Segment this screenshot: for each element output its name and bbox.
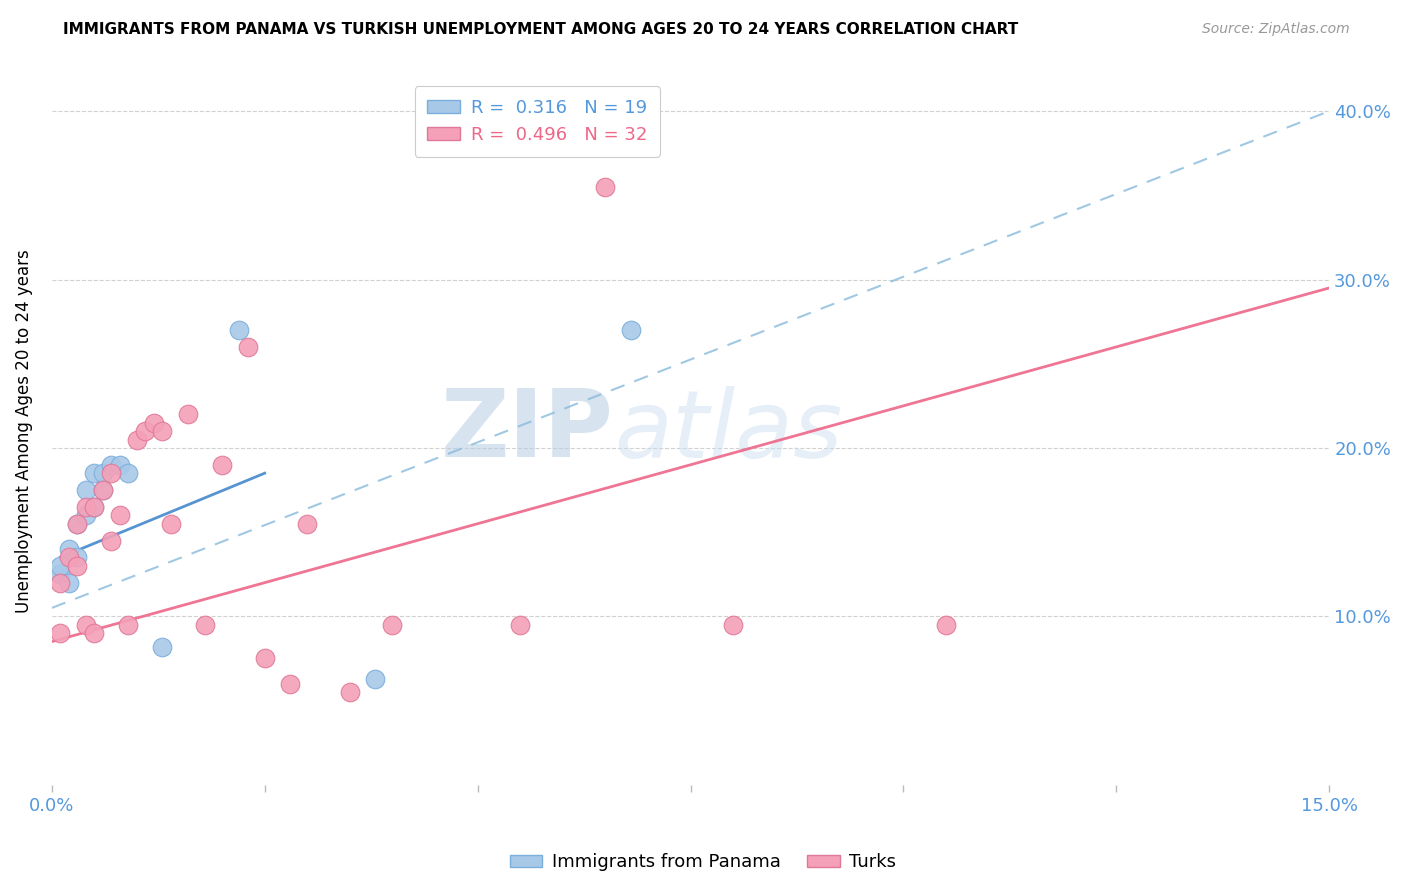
Point	[100, 458, 122, 472]
Point	[66, 558, 89, 573]
Point	[108, 458, 131, 472]
Point	[49, 567, 72, 582]
Point	[49, 558, 72, 573]
Point	[83, 466, 105, 480]
Point	[253, 651, 276, 665]
Point	[160, 516, 183, 531]
Point	[66, 516, 89, 531]
Point	[75, 483, 97, 497]
Point	[100, 466, 122, 480]
Point	[935, 617, 957, 632]
Point	[142, 416, 165, 430]
Point	[595, 180, 617, 194]
Legend: R =  0.316   N = 19, R =  0.496   N = 32: R = 0.316 N = 19, R = 0.496 N = 32	[415, 87, 659, 157]
Y-axis label: Unemployment Among Ages 20 to 24 years: Unemployment Among Ages 20 to 24 years	[15, 249, 32, 613]
Point	[339, 685, 361, 699]
Point	[134, 424, 156, 438]
Point	[66, 516, 89, 531]
Point	[509, 617, 531, 632]
Point	[278, 676, 301, 690]
Point	[194, 617, 217, 632]
Point	[177, 407, 200, 421]
Point	[91, 466, 114, 480]
Point	[83, 500, 105, 514]
Point	[108, 508, 131, 523]
Point	[66, 550, 89, 565]
Point	[75, 500, 97, 514]
Text: ZIP: ZIP	[441, 385, 614, 477]
Point	[49, 575, 72, 590]
Point	[49, 626, 72, 640]
Point	[58, 550, 80, 565]
Text: atlas: atlas	[614, 385, 842, 476]
Point	[75, 617, 97, 632]
Point	[381, 617, 404, 632]
Point	[58, 541, 80, 556]
Point	[117, 617, 139, 632]
Point	[721, 617, 744, 632]
Point	[91, 483, 114, 497]
Point	[364, 672, 387, 686]
Point	[297, 516, 319, 531]
Point	[228, 323, 250, 337]
Point	[152, 424, 174, 438]
Point	[236, 340, 259, 354]
Text: IMMIGRANTS FROM PANAMA VS TURKISH UNEMPLOYMENT AMONG AGES 20 TO 24 YEARS CORRELA: IMMIGRANTS FROM PANAMA VS TURKISH UNEMPL…	[63, 22, 1018, 37]
Point	[75, 508, 97, 523]
Point	[620, 323, 643, 337]
Point	[58, 575, 80, 590]
Text: Source: ZipAtlas.com: Source: ZipAtlas.com	[1202, 22, 1350, 37]
Point	[152, 640, 174, 654]
Point	[211, 458, 233, 472]
Point	[83, 626, 105, 640]
Legend: Immigrants from Panama, Turks: Immigrants from Panama, Turks	[503, 847, 903, 879]
Point	[100, 533, 122, 548]
Point	[83, 500, 105, 514]
Point	[91, 483, 114, 497]
Point	[117, 466, 139, 480]
Point	[125, 433, 148, 447]
